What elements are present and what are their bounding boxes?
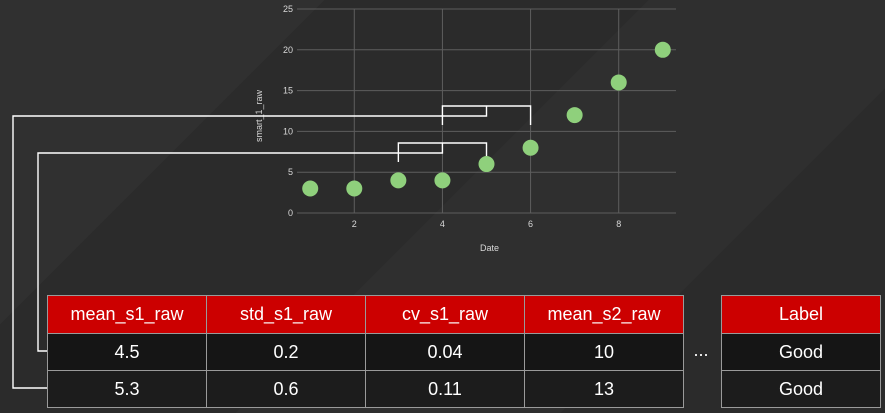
window-connector-line (37, 143, 444, 352)
table-row: 5.3 0.6 0.11 13 (47, 370, 684, 408)
window-connector-line (12, 106, 488, 389)
table-cell: 10 (524, 333, 684, 371)
x-axis-label: Date (480, 243, 499, 253)
x-tick-label: 8 (616, 219, 621, 229)
header-mean-s2-raw: mean_s2_raw (524, 295, 684, 334)
feature-table-header-row: mean_s1_raw std_s1_raw cv_s1_raw mean_s2… (47, 295, 684, 334)
scatter-point (566, 107, 583, 124)
header-mean-s1-raw: mean_s1_raw (47, 295, 207, 334)
y-tick-label: 10 (283, 126, 293, 136)
header-std-s1-raw: std_s1_raw (206, 295, 366, 334)
scatter-point (610, 74, 627, 91)
scatter-point (478, 156, 495, 173)
y-tick-label: 20 (283, 45, 293, 55)
scatter-point (522, 139, 539, 156)
x-tick-label: 4 (440, 219, 445, 229)
table-cell: 0.6 (206, 370, 366, 408)
scatter-point (302, 180, 319, 197)
header-label: Label (721, 295, 881, 334)
table-cell: 5.3 (47, 370, 207, 408)
y-tick-label: 15 (283, 86, 293, 96)
column-ellipsis: ... (693, 340, 709, 360)
y-tick-label: 0 (288, 208, 293, 218)
table-cell: 0.04 (365, 333, 525, 371)
x-tick-label: 6 (528, 219, 533, 229)
table-row: 4.5 0.2 0.04 10 (47, 333, 684, 371)
table-row: Good (721, 370, 881, 408)
label-table-header-row: Label (721, 295, 881, 334)
scatter-point (390, 172, 407, 189)
x-tick-label: 2 (352, 219, 357, 229)
table-cell: 4.5 (47, 333, 207, 371)
scatter-point (654, 41, 671, 58)
label-cell: Good (721, 333, 881, 371)
header-cv-s1-raw: cv_s1_raw (365, 295, 525, 334)
feature-table: mean_s1_raw std_s1_raw cv_s1_raw mean_s2… (47, 295, 684, 408)
table-row: Good (721, 333, 881, 371)
scatter-point (346, 180, 363, 197)
label-table: Label Good Good (721, 295, 881, 408)
table-cell: 0.11 (365, 370, 525, 408)
y-tick-label: 25 (283, 4, 293, 14)
label-cell: Good (721, 370, 881, 408)
scatter-point (434, 172, 451, 189)
table-cell: 13 (524, 370, 684, 408)
y-tick-label: 5 (288, 167, 293, 177)
table-cell: 0.2 (206, 333, 366, 371)
